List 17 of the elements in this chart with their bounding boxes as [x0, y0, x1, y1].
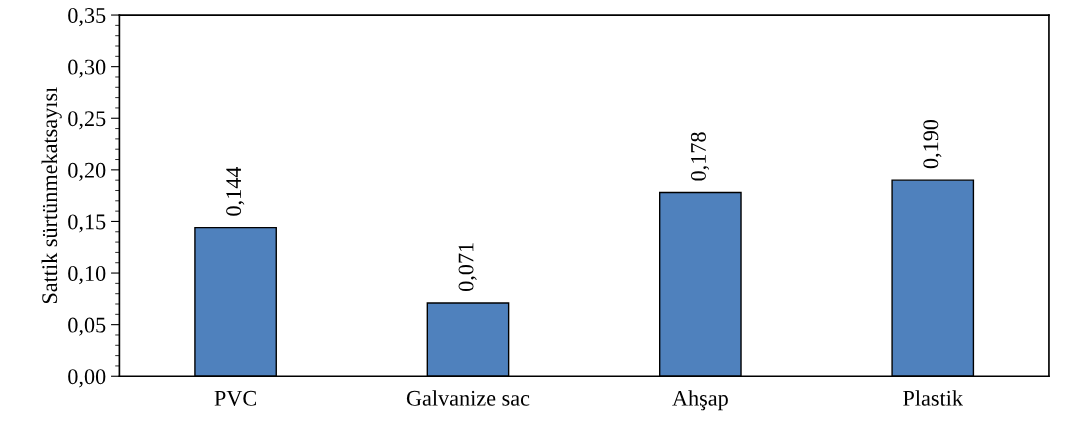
y-tick-label: 0,30 — [68, 59, 106, 78]
data-label: 0,178 — [690, 132, 710, 181]
y-tick-label: 0,05 — [68, 317, 106, 336]
data-label: 0,190 — [923, 119, 942, 169]
data-label: 0,071 — [458, 243, 477, 292]
y-tick-label: 0,10 — [68, 265, 106, 285]
x-tick-label: Galvanize sac — [406, 390, 530, 406]
y-tick-label: 0,20 — [68, 162, 106, 181]
x-tick-label: PVC — [214, 390, 256, 406]
y-tick-label: 0,00 — [68, 369, 106, 388]
x-tick-label: Ahşap — [672, 390, 728, 411]
y-tick-label: 0,15 — [68, 214, 106, 233]
y-tick-label: 0,25 — [68, 111, 106, 130]
x-tick-label: Plastik — [903, 390, 963, 406]
data-label: 0,144 — [226, 166, 245, 216]
y-axis-title: Sattik sürtünmekatsayısı — [41, 87, 62, 304]
y-tick-label: 0,35 — [68, 7, 106, 27]
